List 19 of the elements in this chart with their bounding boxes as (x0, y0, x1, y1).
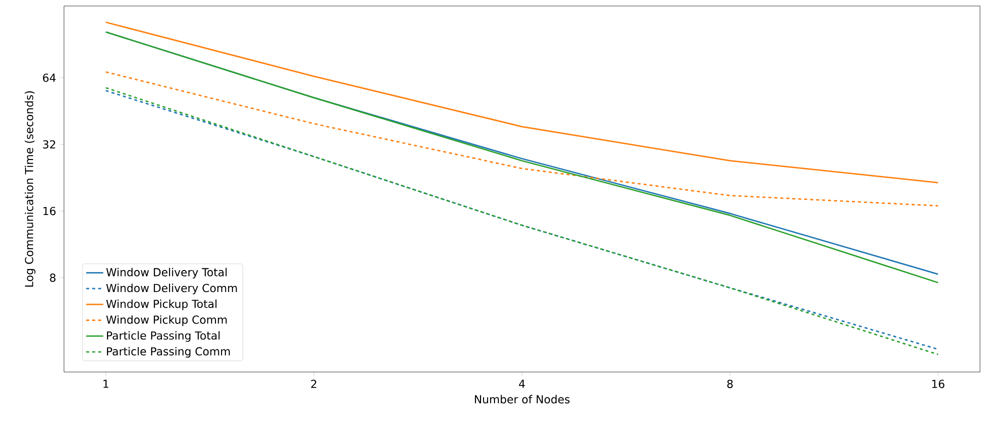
x-tick-label: 16 (932, 380, 944, 388)
x-tick-label: 4 (518, 380, 525, 388)
y-tick-label: 16 (43, 206, 56, 216)
x-axis-title: Number of Nodes (474, 394, 570, 404)
legend-label: Particle Passing Total (106, 331, 220, 342)
x-tick-label: 2 (311, 380, 316, 388)
y-tick-label: 8 (50, 274, 56, 282)
line-series (105, 71, 939, 206)
x-tick-label: 8 (727, 380, 733, 388)
x-tick-label: 1 (104, 380, 108, 388)
legend-label: Window Pickup Total (106, 299, 216, 310)
y-tick-label: 32 (43, 140, 56, 149)
line-series (105, 22, 939, 184)
y-axis-title: Log Communication Time (seconds) (24, 91, 36, 287)
legend-label: Window Delivery Comm (106, 284, 237, 294)
legend-label: Particle Passing Comm (106, 346, 230, 358)
y-tick-label: 64 (43, 74, 56, 82)
legend-label: Window Delivery Total (106, 268, 227, 278)
legend-label: Window Pickup Comm (106, 315, 227, 326)
